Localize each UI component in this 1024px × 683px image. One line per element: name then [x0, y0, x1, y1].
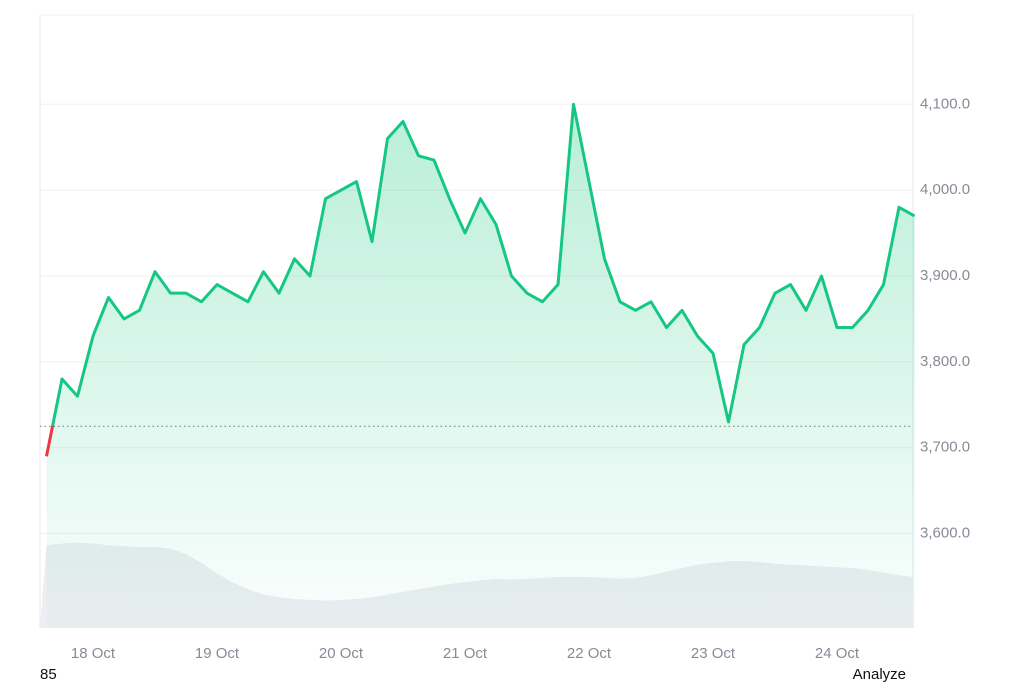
price-line: [45, 102, 916, 457]
y-tick-label: 3,800.0: [920, 353, 970, 370]
footer-right[interactable]: Analyze: [853, 666, 906, 683]
footer-left: 85: [40, 666, 57, 683]
price-area: [46, 104, 915, 628]
y-tick-label: 3,900.0: [920, 267, 970, 284]
y-tick-label: 3,700.0: [920, 439, 970, 456]
x-tick-label: 20 Oct: [319, 645, 364, 662]
x-tick-label: 24 Oct: [815, 645, 860, 662]
x-tick-label: 22 Oct: [567, 645, 612, 662]
x-tick-label: 19 Oct: [195, 645, 240, 662]
x-tick-label: 18 Oct: [71, 645, 116, 662]
y-tick-label: 4,100.0: [920, 95, 970, 112]
x-tick-label: 23 Oct: [691, 645, 736, 662]
y-tick-label: 3,600.0: [920, 525, 970, 542]
y-tick-label: 4,000.0: [920, 181, 970, 198]
x-tick-label: 21 Oct: [443, 645, 488, 662]
